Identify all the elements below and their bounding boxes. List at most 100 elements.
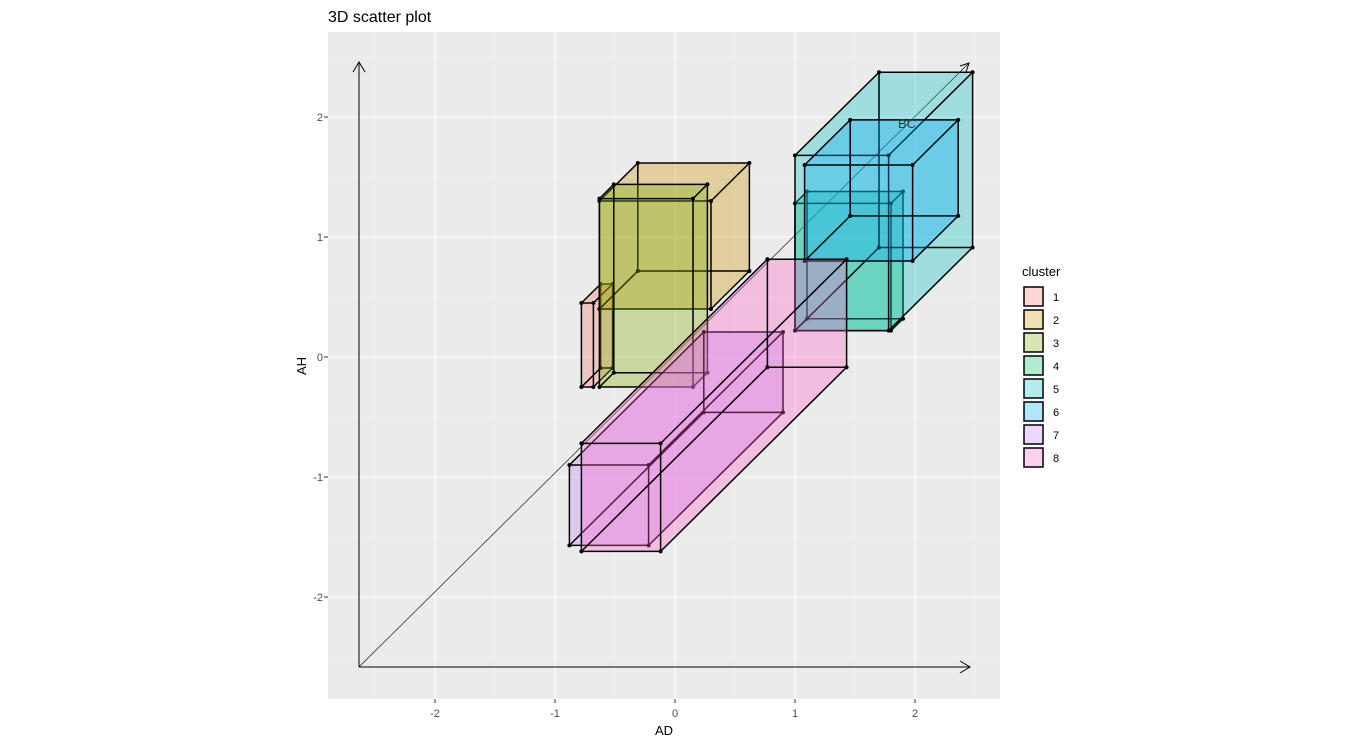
box-face: [804, 119, 851, 261]
box-edge: [692, 372, 708, 388]
y-tick-label: 0: [317, 352, 323, 364]
box-face: [767, 259, 847, 368]
box-edge: [648, 331, 784, 466]
y-tick-label: -1: [313, 472, 323, 484]
box-vertex: [793, 153, 797, 158]
box-vertex: [844, 257, 849, 262]
box-vertex: [635, 160, 640, 165]
y-axis-label: AH: [294, 357, 309, 375]
box-face: [581, 259, 847, 444]
legend-label-7: 7: [1053, 430, 1059, 442]
box-vertex: [579, 385, 584, 389]
box-edge: [580, 366, 768, 552]
box-vertex: [848, 117, 853, 122]
box-face: [581, 283, 601, 387]
box-edge: [568, 411, 705, 546]
box-edge: [710, 162, 750, 202]
cluster-box-6: [802, 117, 961, 263]
box-face: [581, 367, 847, 552]
box-vertex: [889, 201, 893, 206]
box-vertex: [910, 259, 915, 263]
cluster-boxes: [567, 70, 975, 554]
box-face: [804, 165, 913, 261]
box-face: [795, 191, 903, 204]
box-vertex: [611, 182, 616, 187]
box-vertex: [579, 441, 584, 446]
box-face: [569, 412, 783, 546]
tick-labels: -2 -1 0 1 2 -2 -1 0 1 2: [313, 112, 918, 720]
box-edge: [598, 270, 639, 310]
cluster-box-8: [579, 257, 849, 554]
box-edge: [888, 71, 974, 156]
box-face: [599, 162, 750, 201]
box-vertex: [781, 329, 785, 334]
box-vertex: [747, 160, 752, 165]
box-face: [569, 331, 704, 546]
box-face: [581, 259, 768, 552]
legend-key-7: [1023, 424, 1044, 445]
y-tick-label: 1: [317, 232, 323, 244]
legend-key-1: [1023, 286, 1044, 307]
box-vertex: [877, 70, 881, 75]
box-vertex: [709, 307, 713, 311]
box-edge: [794, 71, 880, 156]
box-vertex: [901, 189, 905, 194]
box-edge: [580, 283, 602, 304]
box-face: [599, 198, 693, 387]
box-vertex: [705, 182, 710, 187]
box-edge: [912, 215, 959, 262]
box-vertex: [591, 301, 596, 305]
box-face: [599, 162, 638, 309]
box-vertex: [691, 385, 695, 389]
box-face: [599, 184, 614, 387]
legend-label-6: 6: [1053, 407, 1059, 419]
box-face: [711, 162, 750, 309]
box-vertex: [701, 410, 706, 415]
box-vertex: [877, 245, 881, 250]
legend-key-4: [1023, 355, 1044, 376]
legend-label-1: 1: [1053, 292, 1059, 304]
box-edge: [890, 318, 904, 332]
legend-label-2: 2: [1053, 315, 1059, 327]
box-vertex: [970, 245, 975, 250]
box-face: [804, 215, 959, 261]
box-edge: [660, 258, 848, 444]
box-vertex: [579, 301, 584, 305]
box-face: [581, 283, 613, 303]
legend-label-5: 5: [1053, 384, 1059, 396]
legend-label-3: 3: [1053, 338, 1059, 350]
x-tick-label: 0: [672, 708, 678, 720]
box-vertex: [658, 549, 663, 554]
box-vertex: [635, 268, 640, 273]
box-face: [795, 247, 973, 331]
box-edge: [890, 190, 904, 204]
box-vertex: [597, 385, 602, 389]
y-tick-label: 2: [317, 112, 323, 124]
box-face: [879, 72, 973, 248]
depth-axes: [352, 61, 971, 674]
box-vertex: [709, 199, 713, 203]
box-face: [613, 184, 708, 373]
box-vertex: [646, 463, 651, 467]
x-tick-label: 2: [912, 708, 918, 720]
depth-axis-line: [358, 62, 970, 668]
box-vertex: [705, 370, 710, 375]
box-vertex: [802, 163, 807, 167]
box-face: [804, 119, 959, 165]
box-face: [569, 331, 783, 465]
box-vertex: [611, 370, 616, 375]
box-vertex: [646, 543, 651, 548]
horizontal-axis-arrow: [959, 660, 971, 674]
box-face: [581, 367, 613, 387]
box-vertex: [956, 117, 961, 122]
box-vertex: [701, 329, 706, 334]
legend-key-3: [1023, 332, 1044, 353]
box-edge: [710, 270, 750, 310]
depth-axis-arrow: [959, 62, 970, 73]
box-edge: [692, 183, 708, 200]
box-edge: [592, 367, 614, 388]
x-axis-label: AD: [655, 723, 673, 738]
box-vertex: [597, 196, 602, 201]
box-vertex: [579, 549, 584, 554]
